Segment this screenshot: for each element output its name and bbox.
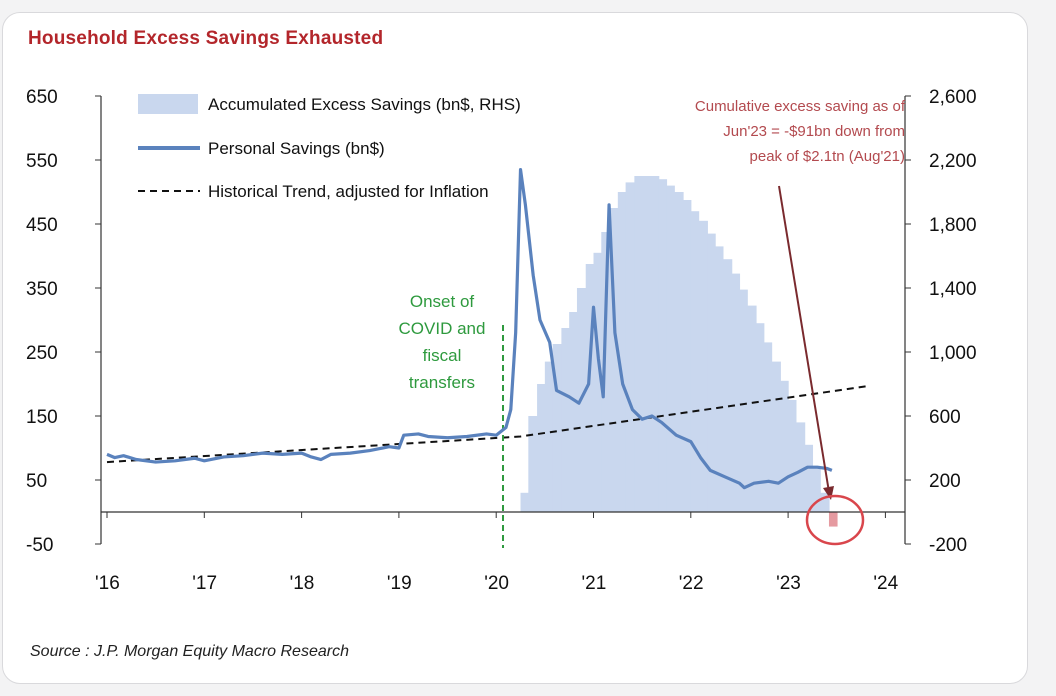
excess-savings-bar	[812, 467, 821, 512]
excess-savings-bar	[585, 264, 595, 512]
excess-savings-bar	[780, 380, 789, 512]
excess-savings-bar	[763, 342, 773, 512]
legend-label: Historical Trend, adjusted for Inflation	[208, 182, 489, 201]
annotations: Cumulative excess saving as of Jun'23 = -…	[695, 98, 906, 546]
excess-savings-bar	[739, 289, 748, 512]
excess-savings-bar	[828, 512, 838, 527]
excess-savings-bar	[552, 344, 562, 512]
excess-savings-bar	[804, 444, 814, 512]
excess-savings-bar	[795, 422, 806, 512]
covid-annotation-text: transfers	[409, 373, 475, 392]
covid-annotation-text: fiscal	[423, 346, 462, 365]
x-tick-label: '19	[387, 573, 412, 594]
excess-savings-bar	[537, 384, 546, 512]
x-tick-label: '22	[679, 573, 704, 594]
legend-label: Accumulated Excess Savings (bn$, RHS)	[208, 95, 521, 114]
excess-annotation-text: Jun'23 = -$91bn down from	[723, 123, 905, 140]
y-right-tick-label: 1,000	[929, 343, 977, 364]
trend-line-path	[106, 384, 870, 464]
x-tick-label: '16	[95, 573, 120, 594]
y-left-tick-label: 350	[26, 279, 58, 300]
chart-title: Household Excess Savings Exhausted	[28, 28, 384, 49]
y-right-tick-label: 1,400	[929, 279, 977, 300]
source-note: Source : J.P. Morgan Equity Macro Resear…	[30, 643, 349, 660]
excess-savings-bar	[569, 312, 578, 512]
x-tick-label: '23	[776, 573, 801, 594]
excess-annotation-text: peak of $2.1tn (Aug'21)	[750, 148, 905, 165]
excess-annotation-text: Cumulative excess saving as of	[695, 98, 906, 115]
y-right-tick-label: 600	[929, 407, 961, 428]
excess-savings-bar	[715, 246, 724, 512]
excess-savings-bar	[666, 185, 675, 512]
excess-savings-bar	[747, 305, 757, 512]
legend: Accumulated Excess Savings (bn$, RHS) Per…	[138, 94, 521, 201]
y-left-tick-label: 550	[26, 151, 58, 172]
y-left-tick-label: 50	[26, 471, 47, 492]
x-tick-label: '18	[290, 573, 315, 594]
x-tick-label: '17	[192, 573, 217, 594]
legend-swatch-area	[138, 94, 198, 114]
y-left-tick-label: 650	[26, 87, 58, 108]
y-left-tick-label: -50	[26, 535, 53, 556]
excess-savings-bar	[610, 208, 619, 512]
excess-savings-bar	[561, 328, 570, 512]
excess-savings-bar	[649, 176, 660, 512]
personal-savings-path	[106, 168, 833, 490]
annotation-arrow	[778, 185, 830, 493]
excess-savings-bar	[544, 361, 554, 512]
excess-savings-bar	[674, 192, 684, 512]
excess-savings-bar	[683, 200, 692, 512]
excess-savings-bar	[634, 176, 643, 512]
y-left-tick-label: 250	[26, 343, 58, 364]
excess-savings-bar	[731, 273, 741, 512]
excess-savings-bar	[625, 182, 635, 512]
excess-savings-bar	[788, 400, 797, 512]
excess-savings-bar	[528, 416, 538, 512]
highlight-circle	[805, 494, 865, 546]
covid-annotation-text: COVID and	[399, 319, 486, 338]
trend-line	[106, 384, 870, 464]
excess-savings-bar	[820, 492, 830, 512]
excess-savings-bar	[601, 232, 611, 512]
y-right-tick-label: 1,800	[929, 215, 977, 236]
excess-savings-bar	[755, 323, 765, 512]
y-right-tick-label: 2,200	[929, 151, 977, 172]
covid-annotation-text: Onset of	[410, 292, 475, 311]
y-right-tick-label: 200	[929, 471, 961, 492]
axes: 650 550 450 350 250 150 50 -50 2,600 2,200 1,800 1,…	[26, 87, 977, 594]
y-right-tick-label: 2,600	[929, 87, 977, 108]
y-right-tick-label: -200	[929, 535, 967, 556]
excess-savings-bar	[617, 192, 627, 512]
excess-savings-bar	[722, 259, 733, 512]
excess-savings-bar	[642, 176, 651, 512]
excess-savings-bar	[593, 252, 602, 513]
x-tick-label: '24	[873, 573, 898, 594]
excess-savings-bar	[658, 179, 668, 512]
excess-savings-bar	[771, 361, 781, 512]
excess-savings-bar	[520, 492, 529, 512]
excess-savings-area	[520, 176, 838, 527]
excess-savings-bar	[690, 211, 700, 512]
x-tick-label: '21	[582, 573, 607, 594]
excess-savings-bar	[707, 233, 716, 512]
y-left-tick-label: 150	[26, 407, 58, 428]
covid-marker: Onset of COVID and fiscal transfers	[399, 292, 505, 548]
excess-savings-bar	[698, 220, 708, 513]
personal-savings-line	[106, 168, 833, 490]
y-left-tick-label: 450	[26, 215, 58, 236]
x-tick-label: '20	[484, 573, 509, 594]
legend-label: Personal Savings (bn$)	[208, 139, 385, 158]
